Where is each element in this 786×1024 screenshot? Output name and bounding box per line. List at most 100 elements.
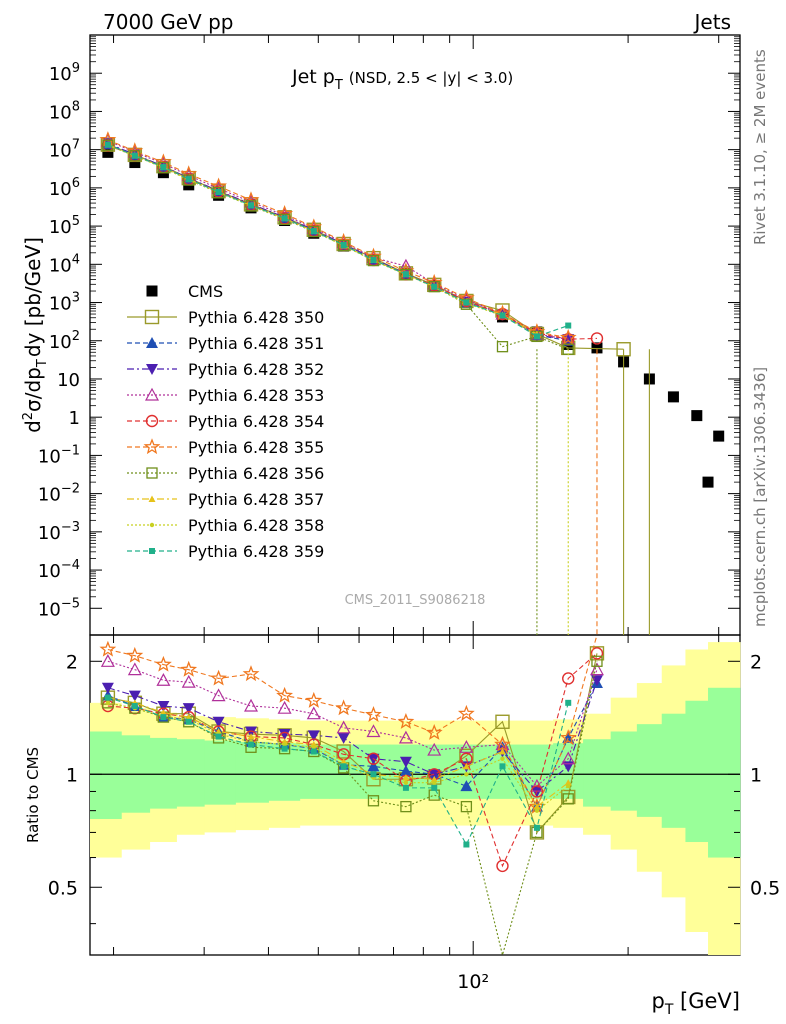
uncertainty-band-inner (610, 731, 638, 811)
data-point (702, 476, 714, 488)
ratio-point (282, 742, 287, 747)
data-point (102, 139, 114, 151)
main-series (99, 131, 725, 635)
legend-marker (143, 438, 161, 455)
y-tick-label: 104 (49, 252, 80, 276)
ratio-series-359 (104, 694, 572, 848)
ratio-series-355 (99, 634, 598, 814)
ratio-point (307, 730, 320, 742)
ratio-line (107, 653, 598, 834)
header-right: Jets (693, 10, 731, 34)
data-point (463, 299, 470, 306)
ratio-point (589, 646, 605, 661)
data-point (691, 410, 703, 422)
ratio-point (277, 700, 292, 714)
y-tick-label: 10−2 (38, 482, 80, 506)
ratio-point (427, 742, 442, 756)
ratio-point (155, 655, 172, 672)
ratio-point (400, 800, 412, 813)
ratio-point (530, 785, 544, 798)
data-point (308, 225, 320, 238)
y-tick-label: 10−5 (38, 596, 80, 620)
ratio-point (211, 688, 226, 702)
uncertainty-band-inner (329, 744, 360, 799)
uncertainty-band-inner (90, 731, 122, 820)
data-point (496, 341, 509, 353)
ratio-y-tick-label-right: 0.5 (750, 877, 780, 899)
ratio-point (366, 724, 381, 738)
x-axis-label: pT [GeV] (651, 989, 740, 1018)
uncertainty-band-inner (235, 741, 269, 803)
ratio-point (495, 714, 510, 729)
legend-entry: Pythia 6.428 351 (127, 334, 324, 353)
ratio-point (425, 724, 443, 740)
legend-marker (144, 387, 160, 401)
data-point (157, 161, 170, 174)
data-point (131, 152, 138, 159)
ratio-point (305, 691, 323, 708)
data-point (129, 157, 141, 169)
ratio-point (367, 795, 380, 807)
data-point (591, 342, 603, 354)
ratio-point (310, 748, 317, 755)
ratio-point (499, 763, 506, 770)
legend-label: Pythia 6.428 357 (188, 490, 324, 509)
ratio-point (181, 674, 196, 688)
uncertainty-band-inner (636, 724, 663, 817)
ratio-line (107, 634, 598, 808)
uncertainty-band-inner (268, 743, 301, 801)
ratio-point (562, 672, 575, 685)
uncertainty-band-inner (708, 687, 741, 858)
ratio-point (399, 765, 412, 777)
ratio-point (244, 698, 259, 712)
ratio-line (107, 652, 598, 868)
ratio-point (340, 763, 347, 770)
uncertainty-band-inner (149, 737, 177, 809)
data-point (310, 228, 317, 235)
ratio-point (494, 735, 511, 752)
legend-marker (149, 522, 155, 528)
data-point (431, 283, 438, 290)
y-tick-label: 10−4 (38, 558, 80, 582)
ratio-point (100, 654, 115, 667)
rivet-label: Rivet 3.1.10, ≥ 2M events (751, 49, 769, 245)
ratio-point (431, 784, 438, 791)
series-line (107, 144, 569, 338)
legend-entry: Pythia 6.428 355 (127, 438, 324, 457)
series-line (107, 140, 569, 340)
legend-label: Pythia 6.428 351 (188, 334, 324, 353)
legend-entry: Pythia 6.428 358 (127, 516, 324, 535)
ratio-point (432, 780, 437, 785)
data-point (185, 176, 192, 183)
legend-entry: Pythia 6.428 356 (127, 464, 324, 483)
ratio-point (559, 729, 577, 746)
ratio-point (402, 774, 410, 781)
ratio-point (430, 775, 438, 783)
data-point (248, 202, 255, 209)
ratio-point (500, 756, 505, 761)
data-point (212, 187, 225, 199)
ratio-point (242, 665, 260, 682)
series-pythia-359 (104, 141, 572, 340)
y-tick-label: 106 (49, 176, 80, 200)
legend-entry: Pythia 6.428 350 (127, 308, 324, 327)
ratio-point (99, 640, 117, 657)
y-tick-label: 109 (49, 61, 80, 85)
uncertainty-band-inner (661, 713, 686, 828)
ratio-point (104, 694, 111, 701)
ratio-point (463, 841, 470, 848)
ratio-point (157, 701, 170, 713)
ratio-point (160, 714, 167, 721)
ratio-point (245, 726, 258, 738)
legend-entry: CMS (146, 282, 223, 301)
ratio-point (306, 706, 321, 720)
ratio-point (370, 771, 377, 778)
legend-marker (146, 364, 158, 375)
data-point (713, 430, 725, 442)
legend-marker (146, 337, 158, 348)
ratio-point (561, 751, 576, 765)
legend-entry: Pythia 6.428 354 (127, 412, 324, 431)
ratio-point (462, 762, 470, 770)
ratio-point (340, 758, 348, 765)
ratio-point (159, 709, 167, 716)
